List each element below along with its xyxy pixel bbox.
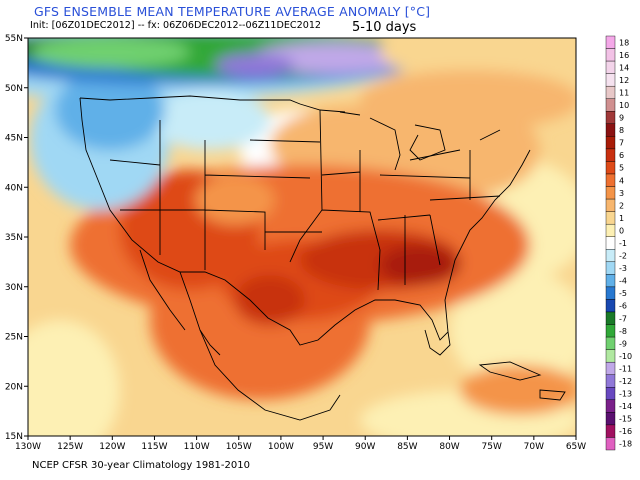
lon-tick-label: 85W — [397, 442, 417, 452]
colorbar-label: 10 — [619, 101, 629, 110]
colorbar-label: 3 — [619, 189, 624, 198]
colorbar-swatch — [605, 136, 616, 150]
colorbar-label: -5 — [619, 289, 627, 298]
colorbar-label: 6 — [619, 151, 624, 160]
colorbar-label: -1 — [619, 239, 627, 248]
colorbar-label: 5 — [619, 164, 624, 173]
lon-tick-label: 65W — [566, 442, 586, 452]
colorbar-label: -7 — [619, 314, 627, 323]
colorbar-swatch — [605, 161, 616, 175]
init-line: Init: [06Z01DEC2012] -- fx: 06Z06DEC2012… — [30, 20, 322, 31]
lon-tick-label: 95W — [313, 442, 333, 452]
colorbar-label: 11 — [619, 88, 629, 97]
lon-tick-label: 100W — [268, 442, 294, 452]
colorbar-swatch — [605, 249, 616, 263]
colorbar-swatch — [605, 223, 616, 237]
lat-tick-label: 30N — [5, 283, 23, 293]
lon-tick-label: 130W — [15, 442, 41, 452]
colorbar-label: -2 — [619, 252, 627, 261]
lon-tick-label: 75W — [482, 442, 502, 452]
colorbar-swatch — [605, 98, 616, 112]
lat-tick-label: 50N — [5, 84, 23, 94]
lon-tick-label: 125W — [57, 442, 83, 452]
colorbar-label: -15 — [619, 415, 632, 424]
colorbar-swatch — [605, 48, 616, 62]
climatology-source: NCEP CFSR 30-year Climatology 1981-2010 — [32, 460, 250, 471]
colorbar-label: -10 — [619, 352, 632, 361]
colorbar-swatch — [605, 324, 616, 338]
lat-tick-label: 20N — [5, 382, 23, 392]
colorbar-swatch — [605, 412, 616, 426]
lon-tick-label: 110W — [184, 442, 210, 452]
forecast-period: 5-10 days — [352, 20, 417, 35]
colorbar-swatch — [605, 286, 616, 300]
colorbar-label: -14 — [619, 402, 632, 411]
colorbar-swatch — [605, 60, 616, 74]
colorbar-swatch — [605, 361, 616, 375]
colorbar-swatch — [605, 198, 616, 212]
colorbar-label: -6 — [619, 302, 627, 311]
colorbar-label: 14 — [619, 63, 629, 72]
colorbar-swatch — [605, 73, 616, 87]
lon-tick-label: 115W — [141, 442, 167, 452]
colorbar: 1816141211109876543210-1-2-3-4-5-6-7-8-9… — [605, 35, 632, 451]
colorbar-label: 8 — [619, 126, 624, 135]
chart-title: GFS ENSEMBLE MEAN TEMPERATURE AVERAGE AN… — [34, 4, 431, 19]
colorbar-swatch — [605, 311, 616, 325]
colorbar-label: -18 — [619, 440, 632, 449]
lon-tick-label: 90W — [355, 442, 375, 452]
colorbar-swatch — [605, 111, 616, 125]
colorbar-label: -8 — [619, 327, 627, 336]
colorbar-label: 1 — [619, 214, 624, 223]
colorbar-swatch — [605, 236, 616, 250]
lat-tick-label: 35N — [5, 233, 23, 243]
colorbar-swatch — [605, 261, 616, 275]
colorbar-swatch — [605, 349, 616, 363]
colorbar-label: 7 — [619, 139, 624, 148]
colorbar-swatch — [605, 374, 616, 388]
colorbar-label: 18 — [619, 38, 629, 47]
latitude-axis: 55N 50N 45N 40N 35N 30N 25N 20N 15N — [5, 34, 28, 442]
colorbar-swatch — [605, 186, 616, 200]
lat-tick-label: 55N — [5, 34, 23, 44]
colorbar-swatch — [605, 299, 616, 313]
colorbar-label: -11 — [619, 364, 632, 373]
colorbar-label: -13 — [619, 390, 632, 399]
lat-tick-label: 40N — [5, 183, 23, 193]
colorbar-swatch — [605, 123, 616, 137]
colorbar-label: 12 — [619, 76, 629, 85]
colorbar-swatch — [605, 336, 616, 350]
longitude-axis: 130W 125W 120W 115W 110W 105W 100W 95W 90W 85W 80W… — [15, 436, 586, 452]
colorbar-swatch — [605, 173, 616, 187]
colorbar-label: -9 — [619, 339, 627, 348]
colorbar-swatch — [605, 437, 616, 451]
lon-tick-label: 120W — [99, 442, 125, 452]
lat-tick-label: 45N — [5, 134, 23, 144]
lat-tick-label: 15N — [5, 432, 23, 442]
colorbar-label: 0 — [619, 226, 624, 235]
colorbar-swatch — [605, 85, 616, 99]
colorbar-label: 16 — [619, 51, 629, 60]
lon-tick-label: 70W — [524, 442, 544, 452]
anomaly-field — [28, 38, 576, 436]
boundary-lines — [79, 95, 566, 421]
lon-tick-label: 80W — [439, 442, 459, 452]
colorbar-swatch — [605, 35, 616, 49]
colorbar-swatch — [605, 424, 616, 438]
colorbar-label: 9 — [619, 114, 624, 123]
colorbar-swatch — [605, 148, 616, 162]
colorbar-swatch — [605, 211, 616, 225]
lat-tick-label: 25N — [5, 333, 23, 343]
colorbar-label: -16 — [619, 427, 632, 436]
colorbar-label: -12 — [619, 377, 632, 386]
colorbar-label: 4 — [619, 176, 624, 185]
colorbar-swatch — [605, 387, 616, 401]
colorbar-swatch — [605, 399, 616, 413]
colorbar-label: -4 — [619, 277, 627, 286]
colorbar-swatch — [605, 274, 616, 288]
colorbar-label: -3 — [619, 264, 627, 273]
colorbar-label: 2 — [619, 201, 624, 210]
lon-tick-label: 105W — [226, 442, 252, 452]
